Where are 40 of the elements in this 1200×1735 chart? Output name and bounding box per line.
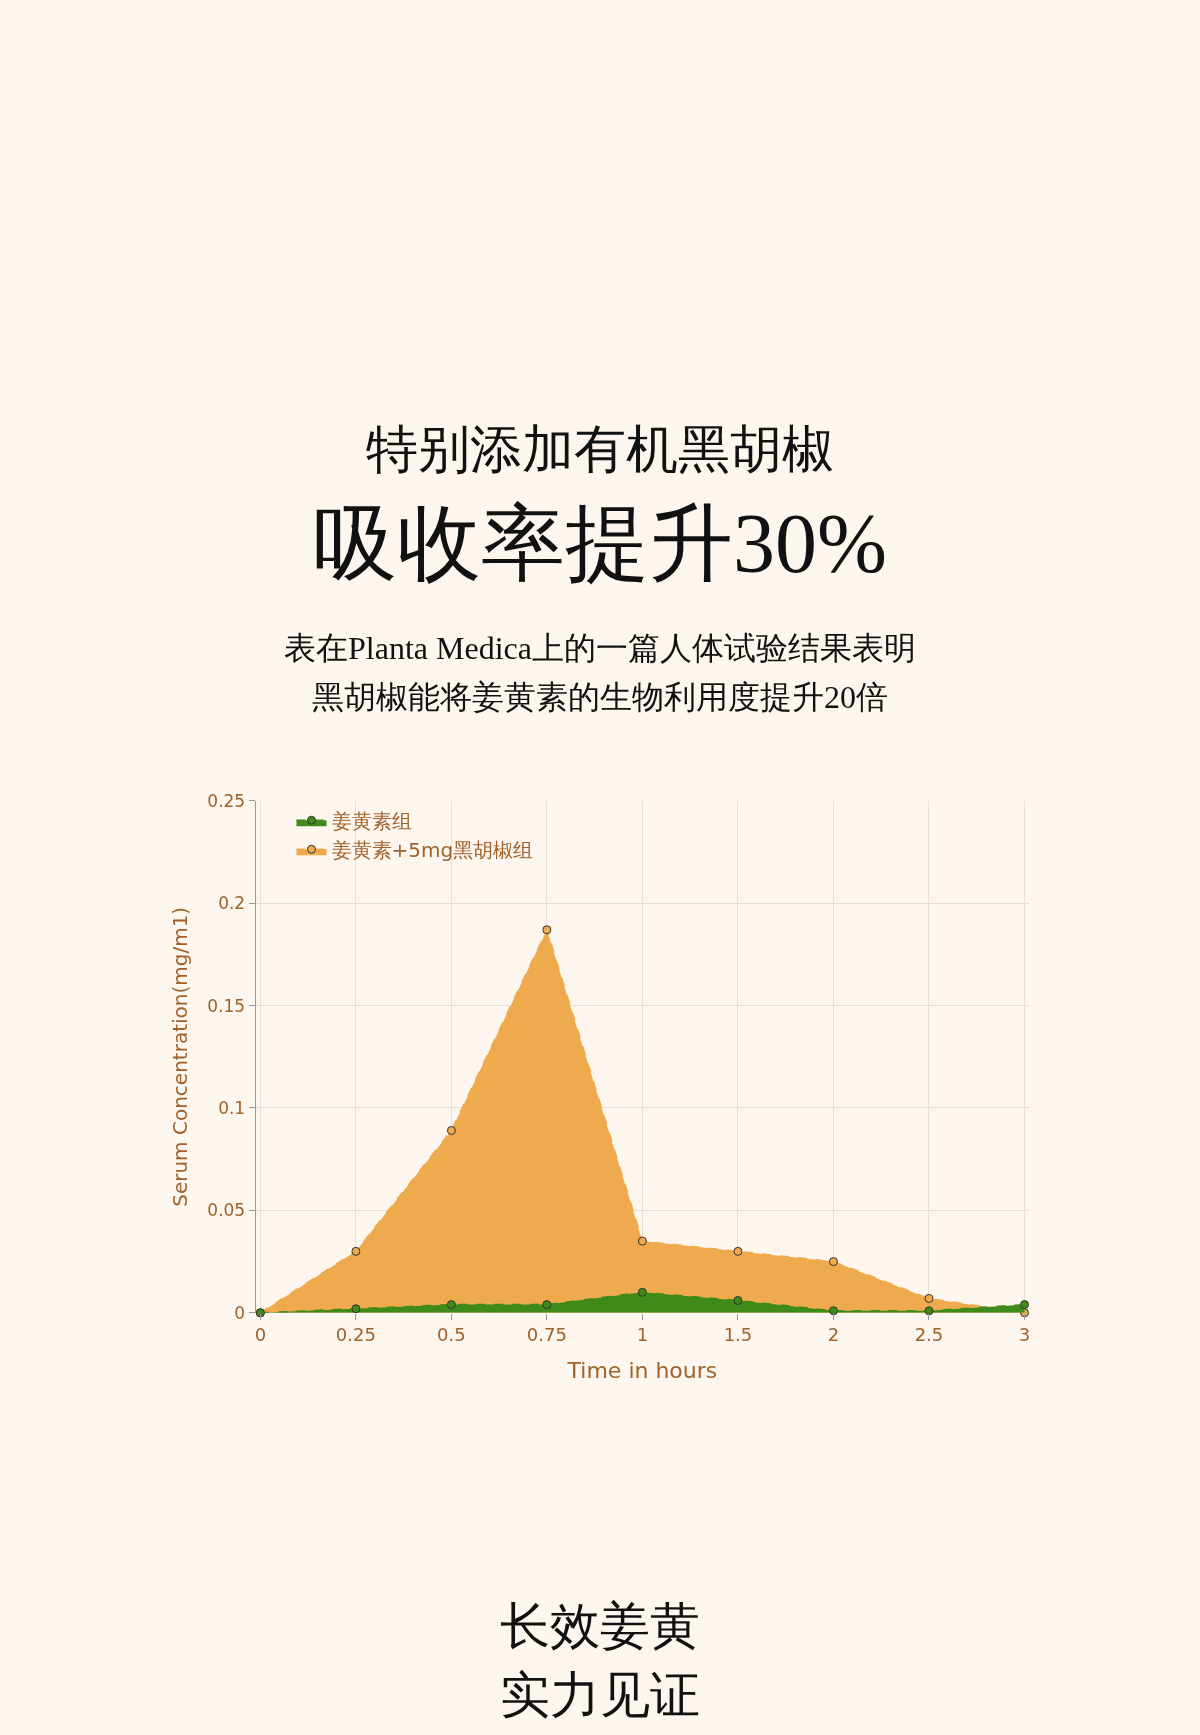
x-tick-label: 3 [1018,1324,1031,1346]
x-tick-label: 2 [827,1324,840,1346]
y-tick-label: 0.05 [207,1200,246,1221]
point [446,1126,456,1136]
chart-subtitle: 吸收率提升30% [313,497,887,590]
point [351,1304,361,1314]
x-tick-label: 1.5 [723,1324,753,1346]
y-axis-title: Serum Concentration(mg/m1) [167,906,192,1207]
point [637,1236,647,1246]
point [351,1246,361,1256]
point [828,1306,838,1316]
text: 表在Planta Medica上的一篇人体试验结果表明 [284,630,916,666]
point [828,1257,838,1267]
point [446,1300,456,1310]
x-tick-label: 1 [636,1324,649,1346]
x-axis-title: Time in hours [566,1358,718,1384]
x-tick-label: 0.5 [437,1324,466,1346]
point [542,1300,552,1310]
x-tick-label: 0.75 [526,1324,567,1346]
y-tick-label: 0.25 [207,790,246,811]
point [637,1287,647,1297]
point [1020,1300,1029,1310]
text: 长效姜黄 [500,1598,700,1654]
text: 黑胡椒能将姜黄素的生物利用度提升20倍 [312,679,888,715]
y-tick-label: 0 [234,1302,246,1323]
chart-title: 特别添加有机黑胡椒 [366,421,834,478]
y-tick-label: 0.1 [218,1097,246,1118]
y-tick-label: 0.15 [207,995,246,1016]
x-tick-label: 0.25 [335,1324,376,1346]
point [733,1296,743,1306]
point [924,1306,934,1316]
point [924,1293,934,1303]
legend-label: 姜黄素组 [331,809,412,834]
point [542,925,552,935]
text: 实力见证 [500,1667,700,1723]
point [733,1246,743,1256]
y-tick-label: 0.2 [218,893,246,914]
x-tick-label: 0 [254,1324,267,1346]
legend-label: 姜黄素+5mg黑胡椒组 [331,838,534,863]
x-tick-label: 2.5 [914,1324,944,1346]
